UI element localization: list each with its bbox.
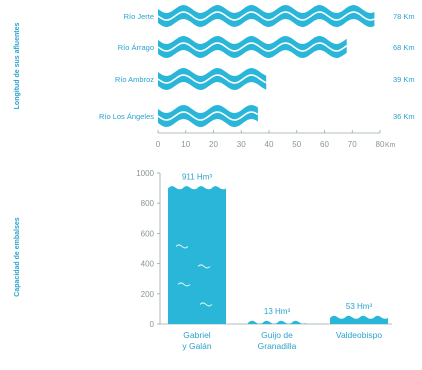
ribbon-wave-line bbox=[157, 74, 267, 84]
tributaries-axis-title: Longitud de sus afluentes bbox=[14, 23, 21, 110]
y-tick-label: 800 bbox=[141, 199, 155, 208]
water-bar bbox=[168, 186, 226, 324]
x-tick-label: 50 bbox=[292, 140, 301, 149]
category-label: Río Jerte bbox=[124, 12, 154, 21]
ribbon-wave-line bbox=[157, 11, 375, 21]
ribbon-bar bbox=[158, 36, 347, 58]
water-ripple bbox=[175, 244, 189, 249]
x-tick-label: 60 bbox=[320, 140, 329, 149]
x-tick-label: 80 bbox=[376, 140, 385, 149]
water-ripple bbox=[177, 282, 191, 287]
y-tick-label: 200 bbox=[141, 290, 155, 299]
water-bar bbox=[330, 315, 388, 324]
ribbon-wave-line bbox=[157, 111, 259, 121]
x-tick-label: 10 bbox=[181, 140, 190, 149]
category-label: Río Árrago bbox=[118, 43, 154, 52]
y-tick-label: 0 bbox=[150, 320, 155, 329]
category-label: Río Los Ángeles bbox=[99, 112, 154, 121]
ribbon-bar bbox=[158, 5, 375, 27]
x-tick-label: 40 bbox=[265, 140, 274, 149]
value-label: 68 Km bbox=[393, 43, 415, 52]
value-label: 39 Km bbox=[393, 75, 415, 84]
y-tick-label: 400 bbox=[141, 260, 155, 269]
y-tick-label: 1000 bbox=[136, 169, 154, 178]
tributaries-length-chart: Longitud de sus afluentes Río Jerte 78 Km… bbox=[14, 5, 415, 149]
category-label: Valdeobispo bbox=[336, 330, 382, 340]
y-tick-label: 600 bbox=[141, 229, 155, 238]
category-label: Guijo de bbox=[261, 330, 293, 340]
reservoir-capacity-chart: Capacidad de embalses 0 200 400 600 800 1000 9… bbox=[14, 169, 392, 351]
x-unit-label: Km bbox=[385, 142, 396, 149]
x-tick-label: 0 bbox=[156, 140, 161, 149]
category-label: Río Ambroz bbox=[115, 75, 154, 84]
category-label: Granadilla bbox=[258, 341, 297, 351]
water-ripple bbox=[197, 264, 211, 269]
x-tick-label: 70 bbox=[348, 140, 357, 149]
ribbon-wave-line bbox=[157, 42, 348, 52]
value-label: 36 Km bbox=[393, 112, 415, 121]
water-bar bbox=[248, 320, 306, 324]
value-label: 78 Km bbox=[393, 12, 415, 21]
value-label: 53 Hm³ bbox=[346, 302, 373, 311]
x-tick-label: 30 bbox=[237, 140, 246, 149]
x-tick-label: 20 bbox=[209, 140, 218, 149]
water-ripple bbox=[199, 302, 213, 307]
value-label: 13 Hm³ bbox=[264, 307, 291, 316]
value-label: 911 Hm³ bbox=[182, 172, 212, 181]
category-label: y Galán bbox=[182, 341, 212, 351]
category-label: Gabriel bbox=[183, 330, 211, 340]
reservoir-axis-title: Capacidad de embalses bbox=[14, 217, 21, 296]
ribbon-bar bbox=[158, 68, 267, 90]
